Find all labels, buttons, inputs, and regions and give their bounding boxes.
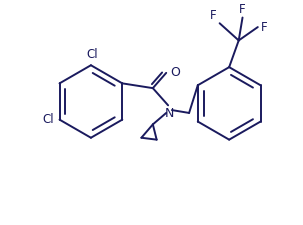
Text: F: F xyxy=(239,3,246,16)
Text: O: O xyxy=(170,66,180,79)
Text: Cl: Cl xyxy=(42,113,54,126)
Text: F: F xyxy=(261,20,267,34)
Text: F: F xyxy=(210,9,217,22)
Text: Cl: Cl xyxy=(86,48,98,61)
Text: N: N xyxy=(164,107,174,120)
